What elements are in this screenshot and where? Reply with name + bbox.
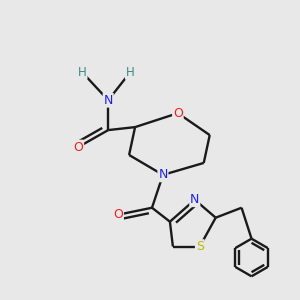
Text: O: O [113,208,123,221]
Text: N: N [103,94,113,107]
Text: N: N [190,193,200,206]
Text: H: H [126,66,134,79]
Text: S: S [196,240,204,253]
Text: O: O [173,107,183,120]
Text: N: N [158,168,168,182]
Text: H: H [78,66,87,79]
Text: O: O [74,140,83,154]
